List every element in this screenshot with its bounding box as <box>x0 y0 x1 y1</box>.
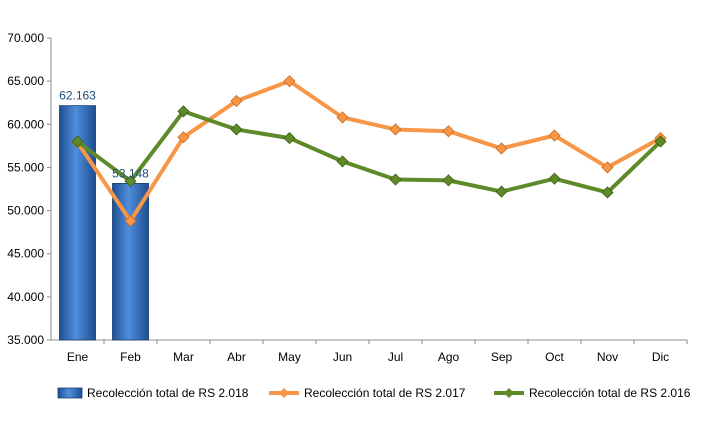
line-point-feb <box>124 175 137 188</box>
line-point-sep <box>495 185 508 198</box>
bar-feb <box>112 183 149 341</box>
tick-labels: 35.000 40.000 45.000 50.000 55.000 60.000 65.0… <box>7 31 669 364</box>
legend-marker <box>279 388 289 398</box>
line-point-sep <box>495 142 508 155</box>
line-point-nov <box>601 161 614 174</box>
y-tick-label: 65.000 <box>7 74 44 88</box>
legend-label: Recolección total de RS 2.016 <box>529 386 691 400</box>
x-tick-label: Nov <box>597 350 618 364</box>
line-point-abr <box>230 123 243 136</box>
line-point-jun <box>336 111 349 124</box>
y-tick-label: 55.000 <box>7 160 44 174</box>
line-series-2 <box>76 109 662 195</box>
line-point-may <box>283 132 296 145</box>
y-tick-label: 60.000 <box>7 117 44 131</box>
legend-label: Recolección total de RS 2.018 <box>87 386 249 400</box>
bar-data-label: 62.163 <box>59 89 96 103</box>
y-tick-label: 45.000 <box>7 247 44 261</box>
line-point-ago <box>442 125 455 138</box>
line-point-dic <box>654 135 667 148</box>
axes <box>47 37 688 344</box>
x-tick-label: Ago <box>438 350 460 364</box>
x-tick-label: Feb <box>120 350 141 364</box>
x-tick-label: Dic <box>652 350 669 364</box>
legend-item-1: Recolección total de RS 2.017 <box>269 386 466 400</box>
legend-marker <box>504 388 514 398</box>
line-point-ene <box>71 135 84 148</box>
line-point-feb <box>124 214 137 227</box>
y-tick-label: 70.000 <box>7 31 44 45</box>
bar-data-label: 53.148 <box>112 166 149 180</box>
legend-label: Recolección total de RS 2.017 <box>304 386 466 400</box>
line-point-jul <box>389 123 402 136</box>
line-point-abr <box>230 94 243 108</box>
x-tick-label: Abr <box>227 350 246 364</box>
line-point-oct <box>548 129 561 142</box>
line-point-nov <box>601 186 614 199</box>
line-point-ago <box>442 174 455 187</box>
line-point-mar <box>177 105 190 118</box>
x-tick-label: Mar <box>173 350 194 364</box>
line-series-1 <box>75 79 662 223</box>
line-point-may <box>283 75 296 88</box>
y-tick-label: 35.000 <box>7 333 44 347</box>
line-point-jun <box>336 155 349 168</box>
line-series <box>71 75 667 227</box>
legend: Recolección total de RS 2.018 Recolección… <box>57 386 691 400</box>
y-tick-label: 50.000 <box>7 204 44 218</box>
x-tick-label: Jul <box>388 350 403 364</box>
x-tick-label: Ene <box>67 350 89 364</box>
x-tick-label: Oct <box>545 350 564 364</box>
legend-swatch <box>57 387 83 399</box>
legend-item-2: Recolección total de RS 2.016 <box>494 386 691 400</box>
y-tick-label: 40.000 <box>7 290 44 304</box>
x-tick-label: May <box>278 350 301 364</box>
line-point-oct <box>548 172 561 185</box>
x-tick-label: Sep <box>491 350 513 364</box>
legend-item-0: Recolección total de RS 2.018 <box>57 386 249 400</box>
line-point-mar <box>177 131 190 144</box>
x-tick-label: Jun <box>333 350 352 364</box>
line-point-jul <box>389 173 402 186</box>
